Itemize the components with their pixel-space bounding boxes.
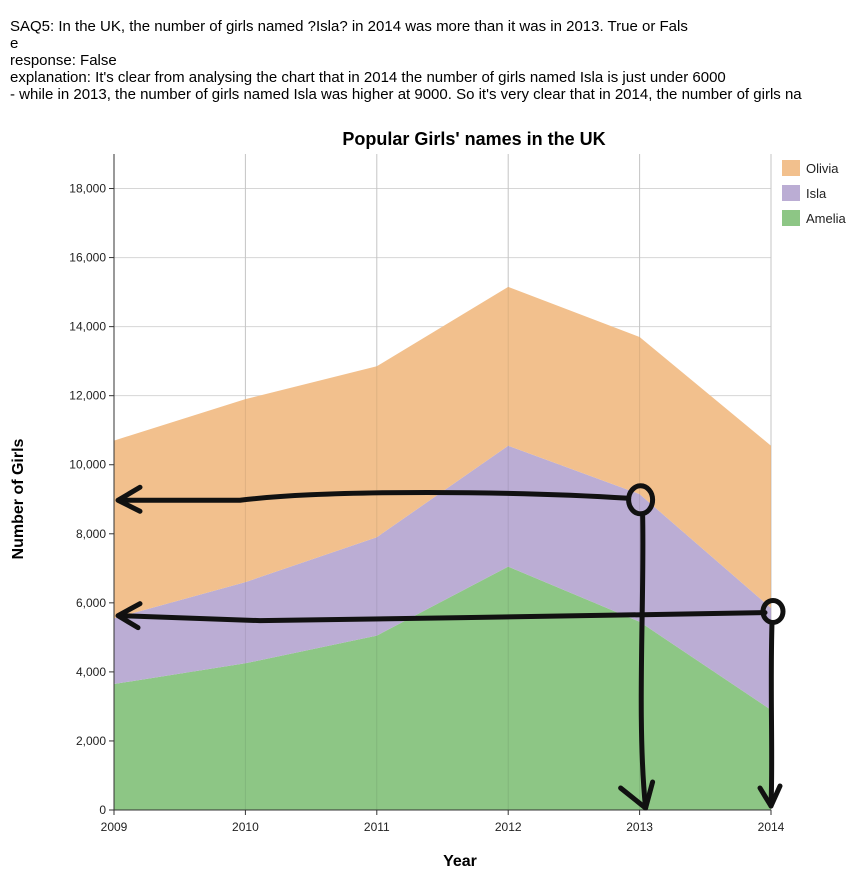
axes: 0 2,000 4,000 6,000 8,000 10,000 12,000 14,000 1… — [69, 154, 785, 834]
series-areas — [113, 154, 772, 810]
qa-text-block: SAQ5: In the UK, the number of girls nam… — [10, 18, 860, 103]
upper-arrow-line — [119, 490, 632, 503]
x-tick-label: 2010 — [232, 820, 259, 834]
area-amelia — [114, 566, 771, 810]
legend-label-amelia: Amelia — [806, 211, 847, 226]
x-tick-label: 2011 — [364, 820, 390, 834]
y-tick-label: 10,000 — [69, 458, 106, 472]
explanation-line-2: - while in 2013, the number of girls nam… — [10, 86, 802, 103]
upper-arrow-head — [115, 484, 143, 514]
y-tick-label: 0 — [99, 803, 106, 817]
handwritten-annotations — [115, 483, 786, 811]
x-tick-label: 2014 — [758, 820, 785, 834]
explanation-line-1: explanation: It's clear from analysing t… — [10, 69, 726, 86]
down-arrow-2014-line — [768, 619, 775, 809]
chart-title: Popular Girls' names in the UK — [342, 129, 605, 149]
legend-swatch-isla — [782, 185, 800, 201]
area-olivia — [114, 286, 771, 619]
x-tick-label: 2009 — [101, 820, 128, 834]
y-tick-label: 6,000 — [76, 596, 106, 610]
y-tick-label: 16,000 — [69, 251, 106, 265]
down-arrow-2013-line — [638, 511, 649, 811]
x-tick-label: 2013 — [626, 820, 653, 834]
question-text-wrap: e — [10, 35, 19, 52]
legend-swatch-amelia — [782, 210, 800, 226]
down-arrow-2013-head — [618, 779, 656, 811]
x-tick-label: 2012 — [495, 820, 522, 834]
y-tick-label: 14,000 — [69, 320, 106, 334]
y-tick-label: 4,000 — [76, 665, 106, 679]
y-tick-label: 18,000 — [69, 182, 106, 196]
legend-label-olivia: Olivia — [806, 161, 839, 176]
legend-label-isla: Isla — [806, 186, 827, 201]
y-tick-label: 12,000 — [69, 389, 106, 403]
question-text: SAQ5: In the UK, the number of girls nam… — [10, 18, 688, 35]
down-arrow-2014-head — [757, 783, 783, 809]
y-axis-title: Number of Girls — [10, 438, 27, 559]
response-text: response: False — [10, 52, 117, 69]
area-isla — [114, 445, 771, 710]
legend: Olivia Isla Amelia — [782, 160, 847, 226]
y-tick-label: 2,000 — [76, 734, 106, 748]
legend-swatch-olivia — [782, 160, 800, 176]
lower-arrow-line — [119, 610, 768, 624]
x-axis-title: Year — [443, 853, 477, 870]
y-tick-label: 8,000 — [76, 527, 106, 541]
lower-arrow-head — [115, 601, 143, 631]
